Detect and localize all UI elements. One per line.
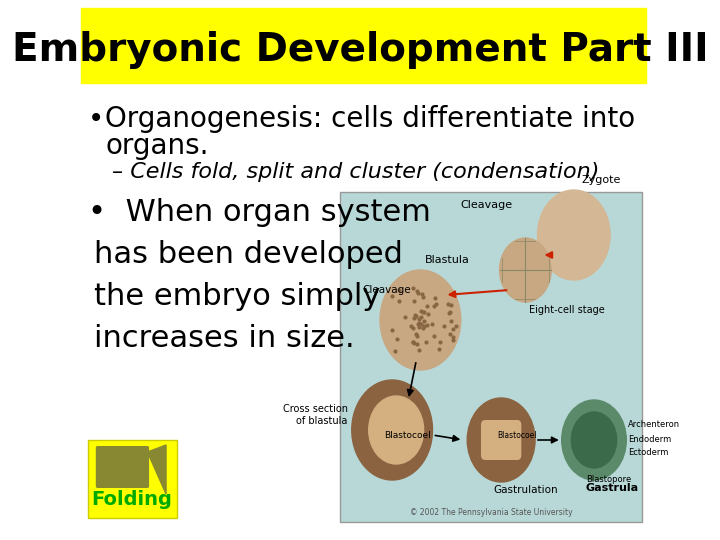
Text: Cleavage: Cleavage — [461, 200, 513, 210]
FancyBboxPatch shape — [81, 8, 647, 83]
Text: Gastrula: Gastrula — [586, 483, 639, 493]
Text: Blastopore: Blastopore — [586, 475, 631, 484]
Text: the embryo simply: the embryo simply — [94, 282, 381, 311]
Text: Folding: Folding — [91, 490, 173, 509]
Circle shape — [500, 238, 552, 302]
Text: Ectoderm: Ectoderm — [628, 448, 668, 457]
Circle shape — [467, 398, 535, 482]
Text: Embryonic Development Part III: Embryonic Development Part III — [12, 31, 708, 69]
FancyBboxPatch shape — [481, 420, 521, 460]
Circle shape — [380, 270, 461, 370]
FancyBboxPatch shape — [88, 440, 176, 518]
Polygon shape — [148, 445, 166, 494]
Text: Gastrulation: Gastrulation — [493, 485, 558, 495]
Circle shape — [572, 412, 616, 468]
Text: Blastula: Blastula — [424, 255, 469, 265]
Text: Cross section
of blastula: Cross section of blastula — [283, 404, 348, 426]
Circle shape — [562, 400, 626, 480]
Circle shape — [538, 190, 610, 280]
Text: •  When organ system: • When organ system — [88, 198, 431, 227]
Text: has been developed: has been developed — [94, 240, 403, 269]
Text: © 2002 The Pennsylvania State University: © 2002 The Pennsylvania State University — [410, 508, 572, 517]
Text: Blastocoel: Blastocoel — [497, 430, 536, 440]
Text: Eight-cell stage: Eight-cell stage — [529, 305, 605, 315]
Text: Blastocoel: Blastocoel — [384, 430, 431, 440]
Text: •: • — [88, 105, 104, 133]
Text: organs.: organs. — [106, 132, 209, 160]
Text: Organogenesis: cells differentiate into: Organogenesis: cells differentiate into — [106, 105, 636, 133]
Text: Archenteron: Archenteron — [628, 420, 680, 429]
FancyBboxPatch shape — [340, 192, 642, 522]
Text: increases in size.: increases in size. — [94, 324, 355, 353]
Text: Endoderm: Endoderm — [628, 435, 671, 444]
Circle shape — [369, 396, 423, 464]
Text: Cleavage: Cleavage — [362, 285, 411, 295]
FancyBboxPatch shape — [96, 446, 149, 488]
Text: – Cells fold, split and cluster (condensation): – Cells fold, split and cluster (condens… — [112, 162, 599, 182]
Circle shape — [352, 380, 433, 480]
Text: Zygote: Zygote — [582, 175, 621, 185]
